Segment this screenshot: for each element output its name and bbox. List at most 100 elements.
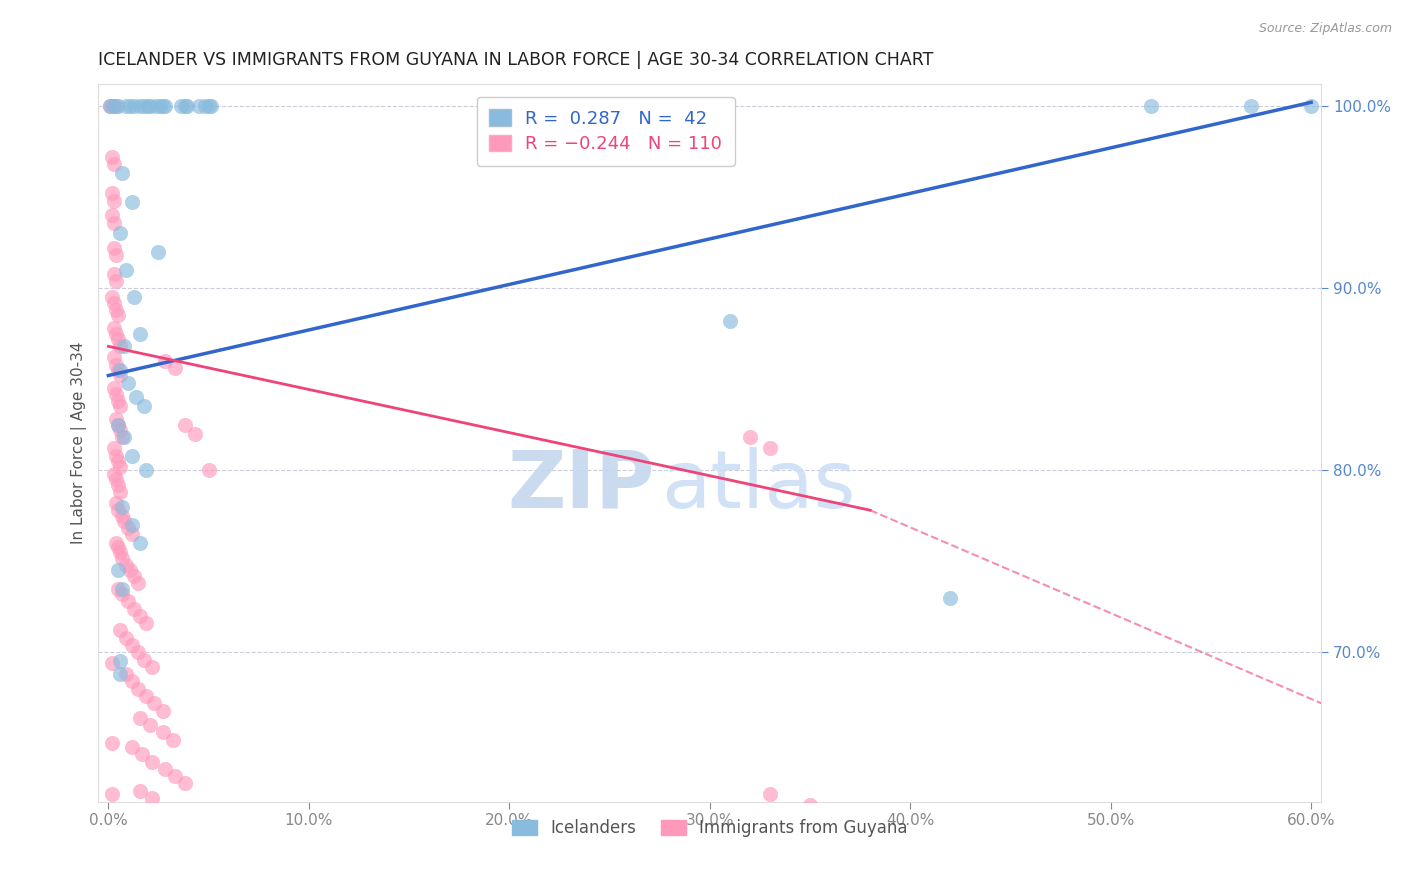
Point: [103, 351, 125, 365]
Point: [105, 449, 128, 463]
Point: [101, 208, 124, 222]
Point: [124, 99, 146, 113]
Point: [121, 449, 143, 463]
Point: [129, 608, 152, 623]
Point: [107, 582, 129, 596]
Point: [149, 99, 172, 113]
Text: atlas: atlas: [661, 447, 855, 524]
Point: [101, 736, 124, 750]
Point: [110, 423, 132, 437]
Point: [187, 99, 209, 113]
Point: [107, 563, 129, 577]
Point: [107, 417, 129, 432]
Y-axis label: In Labor Force | Age 30-34: In Labor Force | Age 30-34: [72, 342, 87, 544]
Point: [101, 656, 124, 670]
Point: [121, 739, 143, 754]
Point: [176, 99, 198, 113]
Point: [105, 248, 128, 262]
Point: [121, 195, 143, 210]
Point: [101, 99, 124, 113]
Point: [115, 631, 138, 645]
Point: [111, 582, 134, 596]
Point: [134, 400, 156, 414]
Point: [107, 454, 129, 468]
Point: [111, 508, 134, 523]
Point: [110, 667, 132, 681]
Point: [110, 485, 132, 500]
Point: [124, 568, 146, 582]
Point: [111, 550, 134, 565]
Point: [138, 99, 160, 113]
Point: [105, 496, 128, 510]
Point: [124, 601, 146, 615]
Point: [197, 99, 219, 113]
Point: [153, 354, 176, 368]
Point: [110, 400, 132, 414]
Point: [107, 503, 129, 517]
Point: [110, 459, 132, 474]
Point: [127, 681, 149, 696]
Point: [107, 394, 129, 409]
Point: [103, 321, 125, 335]
Point: [129, 99, 152, 113]
Point: [115, 667, 138, 681]
Point: [162, 732, 184, 747]
Point: [117, 521, 139, 535]
Point: [103, 194, 125, 208]
Point: [121, 527, 143, 541]
Point: [129, 711, 152, 725]
Point: [799, 798, 821, 813]
Point: [110, 624, 132, 638]
Point: [107, 332, 129, 346]
Point: [121, 674, 143, 689]
Point: [101, 787, 124, 801]
Point: [1301, 99, 1323, 113]
Point: [112, 514, 135, 528]
Point: [197, 463, 219, 477]
Point: [105, 472, 128, 486]
Point: [169, 99, 191, 113]
Point: [143, 696, 166, 710]
Point: [101, 150, 124, 164]
Point: [200, 99, 222, 113]
Point: [173, 776, 195, 790]
Point: [107, 477, 129, 491]
Point: [110, 227, 132, 241]
Point: [115, 99, 138, 113]
Text: ZIP: ZIP: [508, 447, 655, 524]
Point: [129, 536, 152, 550]
Point: [107, 99, 129, 113]
Point: [173, 99, 195, 113]
Point: [939, 591, 962, 605]
Point: [110, 363, 132, 377]
Point: [117, 376, 139, 390]
Text: Source: ZipAtlas.com: Source: ZipAtlas.com: [1258, 22, 1392, 36]
Point: [129, 783, 152, 797]
Point: [718, 314, 741, 328]
Point: [107, 363, 129, 377]
Point: [194, 99, 217, 113]
Point: [103, 295, 125, 310]
Point: [110, 545, 132, 559]
Point: [173, 417, 195, 432]
Point: [111, 500, 134, 514]
Point: [759, 787, 782, 801]
Point: [141, 791, 163, 805]
Point: [100, 99, 122, 113]
Point: [141, 660, 163, 674]
Point: [111, 430, 134, 444]
Point: [124, 290, 146, 304]
Point: [139, 99, 162, 113]
Point: [115, 263, 138, 277]
Point: [152, 704, 174, 718]
Point: [127, 645, 149, 659]
Point: [1139, 99, 1161, 113]
Point: [135, 616, 157, 631]
Point: [115, 558, 138, 572]
Point: [183, 426, 205, 441]
Point: [117, 594, 139, 608]
Point: [105, 386, 128, 401]
Point: [148, 244, 170, 259]
Point: [101, 186, 124, 201]
Point: [125, 390, 148, 404]
